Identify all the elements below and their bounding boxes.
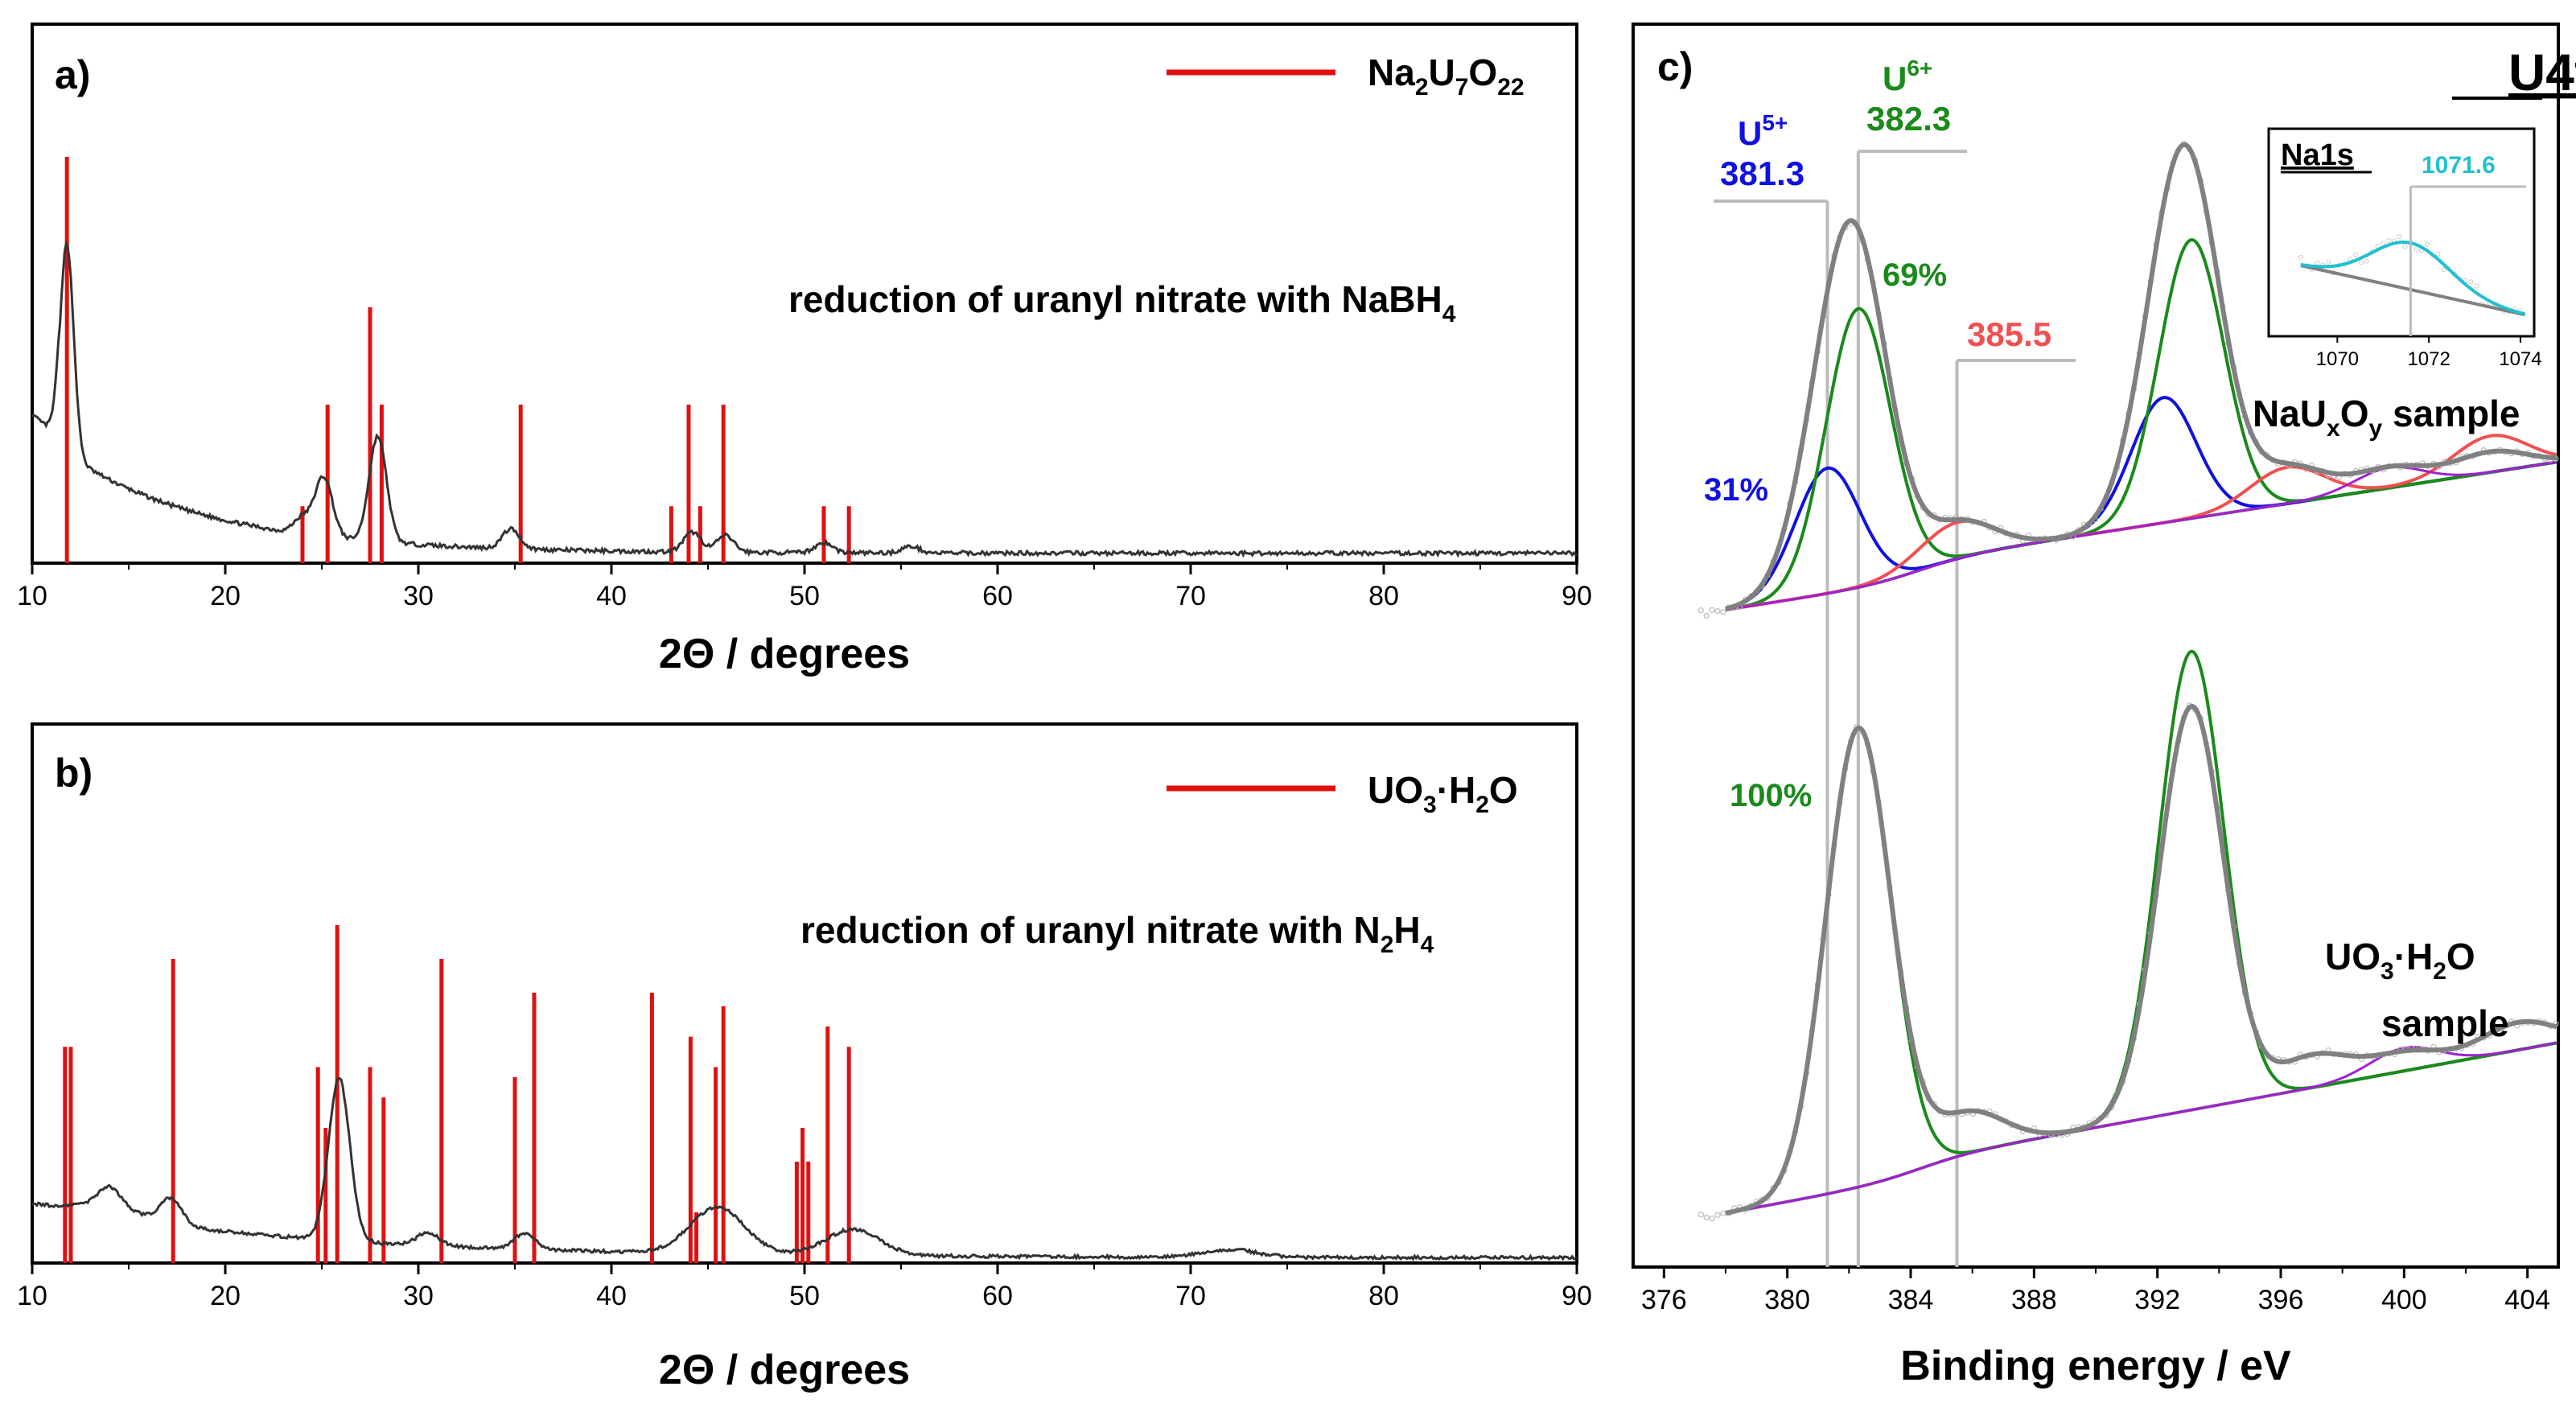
xps-data-point [1703,612,1710,619]
panel-b-legend-label: UO3·H2O [1368,769,1518,818]
inset-tick-label: 1074 [2499,348,2541,370]
x-tick-label: 70 [1175,581,1206,611]
u6-percent-100-label: 100% [1730,778,1812,813]
panel-c-x-axis: 376 380 384 388 392 396 400 404 [1641,1267,2550,1315]
panel-c-energy-markers [1714,150,2076,1267]
inset-data-point [2474,283,2479,289]
xps-envelope [1725,142,2557,611]
inset-data-point [2468,279,2474,285]
x-tick-label: 10 [17,581,47,611]
x-tick-label: 90 [1562,581,1592,611]
panel-b-pattern-line [31,1076,1578,1261]
inset-data-point [2353,252,2359,257]
x-tick-label: 30 [403,581,434,611]
inset-data-point [2435,251,2441,257]
x-tick-label: 400 [2381,1285,2427,1315]
inset-data-point [2326,259,2331,265]
panel-c: c) U4f U5+ 381.3 U6+ 382.3 385.5 69% 31%… [1632,23,2576,1389]
x-tick-label: 60 [982,581,1013,611]
sample2-label: UO3·H2O [2325,936,2475,985]
panel-a-annotation: reduction of uranyl nitrate with NaBH4 [788,278,1456,327]
panel-a-pattern-line [31,240,1578,558]
xps-data-point [1714,607,1721,615]
sample2-label-line2: sample [2381,1002,2509,1044]
xps-component-U6plus [1725,238,2557,611]
panel-b-annotation: reduction of uranyl nitrate with N2H4 [800,909,1434,958]
xps-component-purple [1725,460,2557,611]
panel-b-x-title: 2Θ / degrees [659,1347,910,1393]
x-tick-label: 380 [1764,1285,1810,1315]
sample1-label: NaUxOy sample [2253,393,2520,442]
xps-data-point [1697,607,1704,614]
u6-percent-label: 69% [1883,257,1947,293]
x-tick-label: 396 [2258,1285,2304,1315]
x-tick-label: 376 [1641,1285,1687,1315]
x-tick-label: 50 [789,581,820,611]
xps-component-U6plus [1725,649,2557,1215]
panel-c-spectra [1697,140,2559,1222]
inset-plot: 1070 1072 1074 [2298,185,2542,370]
panel-c-title: U4f [2508,43,2576,101]
panel-a-label: a) [55,52,90,97]
x-tick-label: 60 [982,1281,1013,1311]
panel-b-x-axis: 10 20 30 40 50 60 70 80 90 [17,1263,1592,1311]
xps-data-point [1714,1212,1721,1218]
u5-percent-label: 31% [1704,472,1768,508]
x-tick-label: 384 [1888,1285,1934,1315]
x-tick-label: 90 [1562,1281,1592,1311]
x-tick-label: 40 [596,1281,627,1311]
x-tick-label: 392 [2134,1285,2180,1315]
inset-background [2300,264,2526,317]
panel-b: b) UO3·H2O reduction of uranyl nitrate w… [17,722,1592,1393]
panel-b-label: b) [55,751,93,796]
x-tick-label: 404 [2504,1285,2550,1315]
u5-energy-label: 381.3 [1720,154,1804,192]
x-tick-label: 50 [789,1281,820,1311]
xps-data-point [1703,1214,1710,1220]
inset-data-point [2298,254,2303,260]
panel-a-x-axis: 10 20 30 40 50 60 70 80 90 [17,563,1592,611]
u6-energy-label: 382.3 [1866,100,1951,138]
x-tick-label: 80 [1368,1281,1399,1311]
inset-title: Na1s [2281,138,2354,172]
inset-data-point [2441,267,2446,272]
inset-data-point [2424,241,2430,247]
xps-data-point [1709,607,1715,614]
x-tick-label: 388 [2011,1285,2057,1315]
xps-data-point [1720,609,1726,615]
panel-c-label: c) [1657,44,1693,89]
inset-data-point [2364,258,2369,264]
xps-data-point [1709,1216,1715,1222]
inset-data-point [2358,260,2364,265]
inset-tick-label: 1070 [2316,348,2359,370]
xps-background [1725,1041,2557,1215]
xps-data-point [1697,1212,1704,1218]
u6-ion-label: U6+ [1883,56,1932,97]
panel-a: a) Na2U7O22 reduction of uranyl nitrate … [17,23,1592,677]
panel-a-x-title: 2Θ / degrees [659,631,910,677]
inset-peak-label: 1071.6 [2422,152,2496,179]
x-tick-label: 30 [403,1281,434,1311]
inset-data-point [2402,244,2408,249]
u5-ion-label: U5+ [1738,110,1788,152]
x-tick-label: 20 [210,1281,241,1311]
x-tick-label: 20 [210,581,241,611]
x-tick-label: 70 [1175,1281,1206,1311]
inset-data-point [2413,247,2419,253]
panel-c-x-title: Binding energy / eV [1900,1343,2291,1389]
xps-envelope [1725,703,2557,1216]
xps-data-point [1720,1210,1726,1216]
x-tick-label: 40 [596,581,627,611]
na1s-inset: Na1s 1071.6 1070 1072 1074 [2267,127,2542,370]
panel-a-legend-label: Na2U7O22 [1368,51,1525,101]
x-tick-label: 80 [1368,581,1399,611]
inset-fit-curve [2300,240,2526,316]
panel-a-reference-sticks [64,157,851,563]
inset-data-point [2386,237,2392,243]
satellite-energy-label: 385.5 [1967,315,2051,353]
inset-data-point [2397,234,2402,240]
x-tick-label: 10 [17,1281,47,1311]
inset-tick-label: 1072 [2407,348,2450,370]
